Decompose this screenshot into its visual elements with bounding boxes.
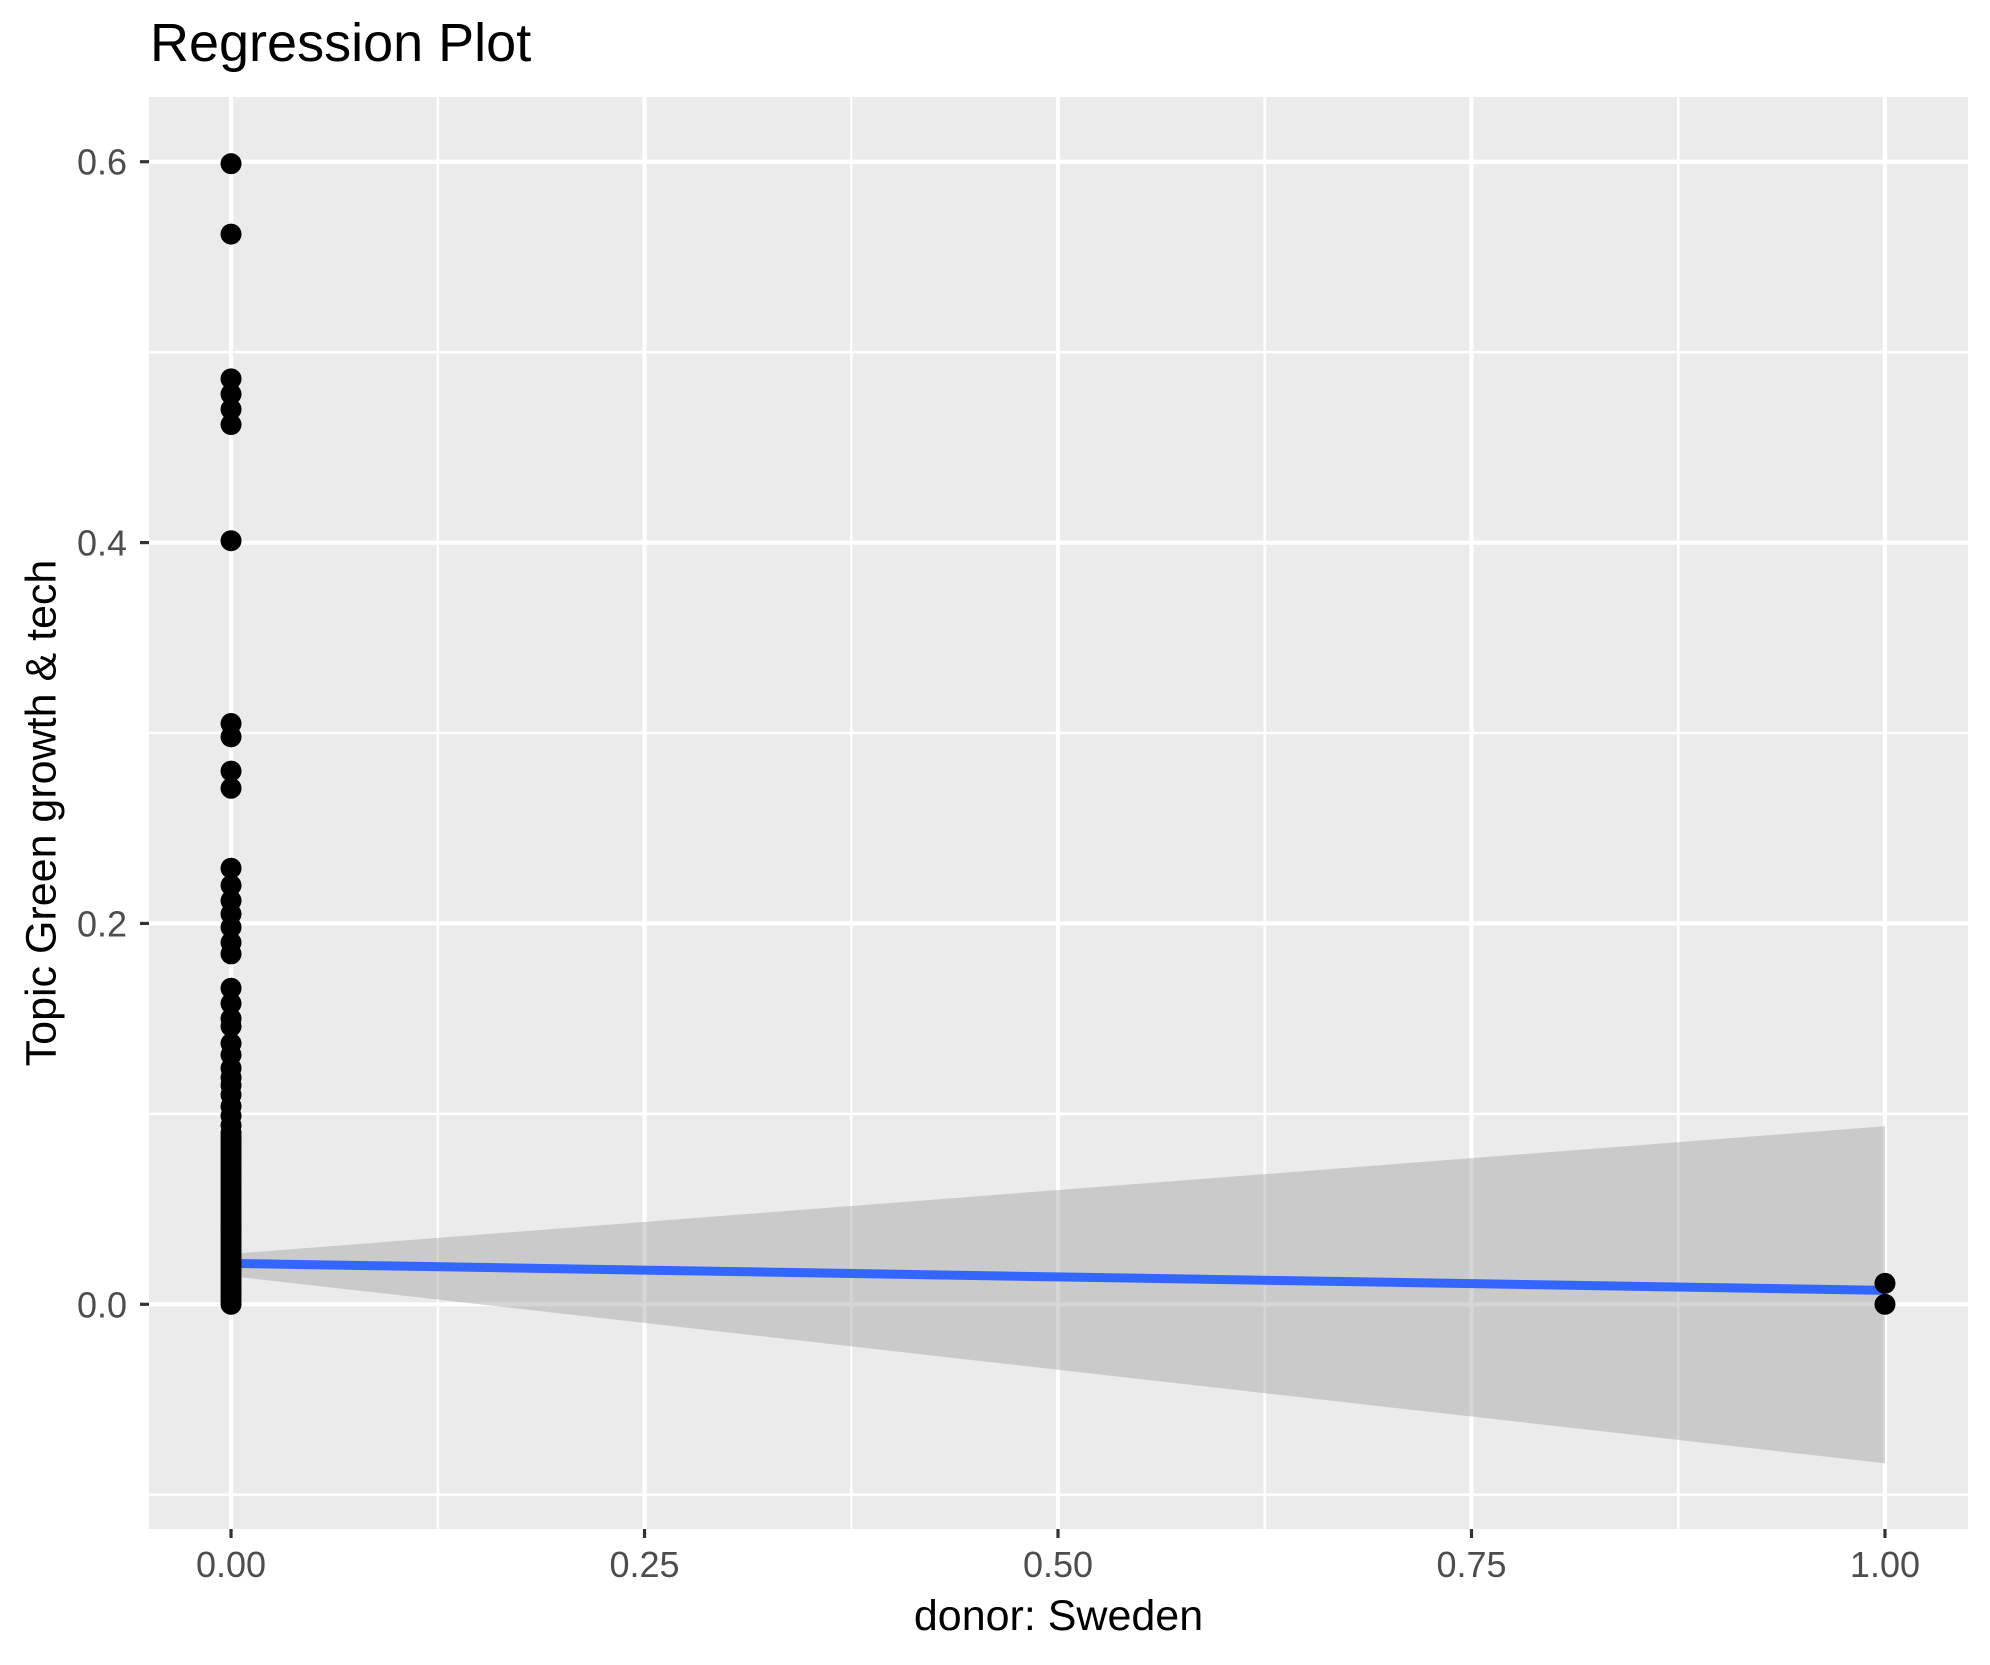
x-tick-label: 0.50	[1023, 1544, 1093, 1585]
scatter-point	[220, 726, 242, 748]
y-tick-label: 0.6	[77, 142, 127, 183]
y-axis-label: Topic Green growth & tech	[17, 559, 66, 1067]
scatter-point	[220, 1293, 242, 1315]
y-tick-label: 0.0	[77, 1284, 127, 1325]
x-tick-label: 0.00	[196, 1544, 266, 1585]
scatter-point	[220, 153, 242, 175]
scatter-point	[220, 992, 242, 1014]
scatter-point	[220, 777, 242, 799]
scatter-point	[220, 368, 242, 390]
scatter-point	[220, 398, 242, 420]
scatter-point	[220, 874, 242, 896]
scatter-point	[220, 1015, 242, 1037]
scatter-point	[220, 414, 242, 436]
scatter-point	[220, 223, 242, 245]
scatter-point	[220, 943, 242, 965]
scatter-point	[220, 916, 242, 938]
scatter-point	[220, 383, 242, 405]
scatter-point	[1874, 1293, 1896, 1315]
x-axis-label: donor: Sweden	[913, 1592, 1204, 1640]
y-tick-label: 0.2	[77, 903, 127, 944]
x-tick-label: 0.75	[1436, 1544, 1506, 1585]
x-tick-label: 0.25	[609, 1544, 679, 1585]
y-tick-label: 0.4	[77, 523, 127, 564]
scatter-point	[220, 977, 242, 999]
x-tick-label: 1.00	[1850, 1544, 1920, 1585]
scatter-point	[220, 760, 242, 782]
plot-title: Regression Plot	[150, 13, 532, 73]
scatter-point	[1874, 1272, 1896, 1294]
confidence-band	[231, 1126, 1885, 1464]
scatter-point	[220, 857, 242, 879]
regression-line	[230, 1258, 1886, 1295]
scatter-point	[220, 530, 242, 552]
